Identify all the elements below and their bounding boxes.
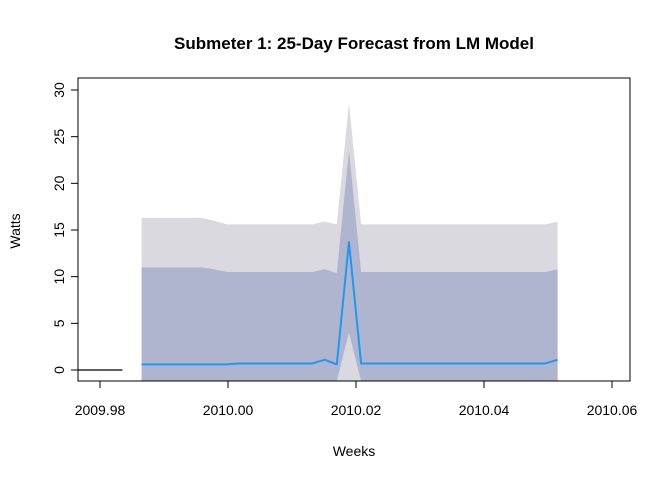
- x-tick-label: 2009.98: [75, 402, 126, 418]
- x-tick-label: 2010.02: [331, 402, 382, 418]
- y-axis: 0 5 10 15 20 25 30: [51, 82, 79, 374]
- x-tick-label: 2010.00: [203, 402, 254, 418]
- prediction-band-80: [141, 150, 558, 381]
- x-tick-label: 2010.04: [459, 402, 510, 418]
- y-tick-label: 0: [51, 366, 67, 374]
- y-tick-label: 5: [51, 319, 67, 327]
- plot-area: [78, 103, 558, 381]
- y-tick-label: 15: [51, 222, 67, 238]
- x-tick-label: 2010.06: [587, 402, 638, 418]
- x-axis-title: Weeks: [333, 443, 376, 459]
- forecast-mean-line: [141, 241, 558, 366]
- x-axis: 2009.98 2010.00 2010.02 2010.04 2010.06: [75, 380, 638, 418]
- y-tick-label: 25: [51, 129, 67, 145]
- chart-title: Submeter 1: 25-Day Forecast from LM Mode…: [174, 34, 534, 53]
- y-axis-title: Watts: [7, 213, 23, 248]
- y-tick-label: 20: [51, 175, 67, 191]
- y-tick-label: 30: [51, 82, 67, 98]
- y-tick-label: 10: [51, 269, 67, 285]
